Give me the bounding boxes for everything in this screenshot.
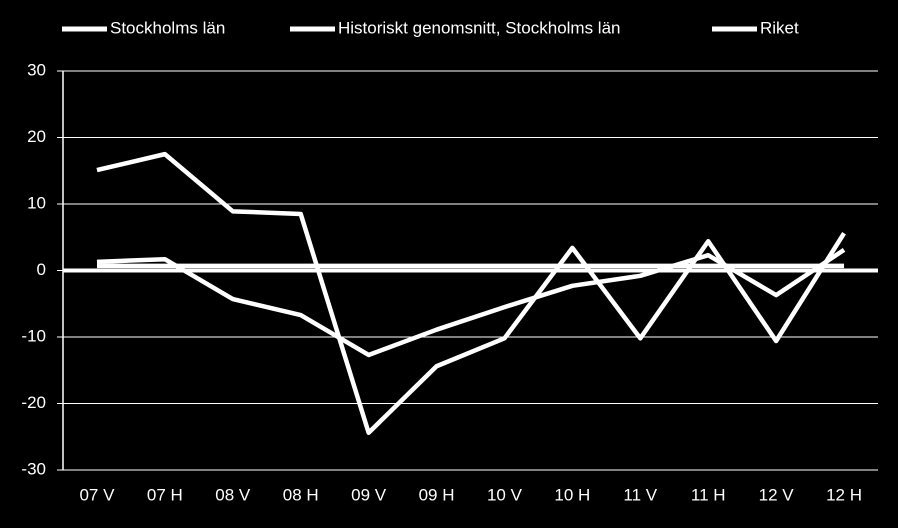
x-tick-label: 09 V xyxy=(351,485,387,504)
y-tick-label: 20 xyxy=(27,127,46,146)
x-tick-label: 12 H xyxy=(826,485,862,504)
y-tick-label: -30 xyxy=(21,459,46,478)
x-tick-label: 12 V xyxy=(759,485,795,504)
x-tick-label: 09 H xyxy=(419,485,455,504)
x-tick-label: 10 H xyxy=(554,485,590,504)
y-tick-label: -10 xyxy=(21,326,46,345)
y-tick-label: -20 xyxy=(21,393,46,412)
legend-label: Riket xyxy=(760,18,799,37)
y-tick-label: 0 xyxy=(37,260,46,279)
x-tick-label: 07 V xyxy=(79,485,115,504)
x-tick-label: 08 H xyxy=(283,485,319,504)
x-tick-label: 11 V xyxy=(623,485,657,504)
legend-label: Stockholms län xyxy=(110,18,225,37)
x-tick-label: 11 H xyxy=(691,485,726,504)
series-line xyxy=(96,151,846,436)
y-tick-label: 30 xyxy=(27,60,46,79)
legend-label: Historiskt genomsnitt, Stockholms län xyxy=(338,18,621,37)
series-line xyxy=(96,248,846,358)
y-tick-label: 10 xyxy=(27,193,46,212)
x-tick-label: 10 V xyxy=(487,485,523,504)
x-tick-label: 08 V xyxy=(215,485,251,504)
x-tick-label: 07 H xyxy=(147,485,183,504)
